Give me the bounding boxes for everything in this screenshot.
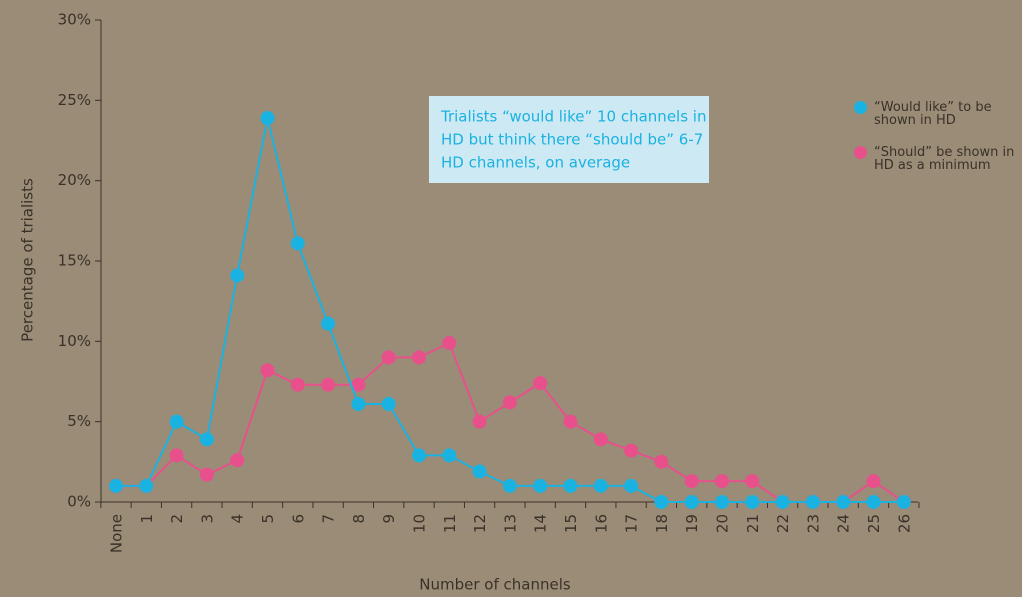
x-tick-label: 8 [350, 514, 368, 524]
x-tick-label: 9 [380, 514, 398, 524]
legend-swatch [854, 101, 867, 114]
point [593, 432, 608, 447]
x-tick-label: 21 [744, 514, 762, 533]
point [472, 464, 487, 479]
x-tick-label: 7 [320, 514, 338, 524]
x-tick-label: 18 [653, 514, 671, 533]
y-tick-label: 10% [58, 332, 91, 350]
x-tick-label: None [108, 514, 126, 553]
point [230, 268, 245, 283]
point [260, 111, 275, 126]
x-tick-label: 1 [138, 514, 156, 524]
point [563, 478, 578, 493]
point [472, 414, 487, 429]
point [533, 376, 548, 391]
point [836, 495, 851, 509]
annotation: Trialists “would like” 10 channels in [440, 108, 706, 126]
point [290, 236, 305, 251]
point [563, 414, 578, 429]
point [624, 443, 639, 458]
y-tick-label: 30% [58, 11, 91, 29]
point [593, 478, 608, 493]
point [199, 467, 214, 482]
x-tick-label: 13 [501, 514, 519, 533]
point [866, 495, 881, 509]
x-tick-label: 14 [532, 514, 550, 533]
point [442, 335, 457, 350]
legend-swatch [854, 146, 867, 159]
point [684, 495, 699, 509]
x-tick-label: 2 [168, 514, 186, 524]
point [381, 396, 396, 411]
x-tick-label: 4 [229, 514, 247, 524]
point [502, 395, 517, 410]
series-line [116, 341, 905, 503]
point [442, 448, 457, 463]
point [260, 363, 275, 378]
point [684, 474, 699, 489]
y-tick-label: 5% [67, 412, 91, 430]
x-tick-label: 23 [804, 514, 822, 533]
point [290, 377, 305, 392]
point [533, 478, 548, 493]
x-tick-label: 20 [714, 514, 732, 533]
legend-label: “Should” be shown in HD as a minimum [874, 145, 1015, 173]
point [745, 495, 760, 509]
x-tick-label: 26 [895, 514, 913, 533]
x-tick-label: 25 [865, 514, 883, 533]
point [199, 432, 214, 447]
x-tick-label: 24 [835, 514, 853, 533]
point [805, 495, 820, 509]
y-tick-label: 15% [58, 252, 91, 270]
point [109, 478, 123, 493]
annotation: HD channels, on average [441, 154, 630, 172]
x-tick-label: 15 [562, 514, 580, 533]
legend-label: “Would like” to be shown in HD [874, 100, 992, 128]
annotation: HD but think there “should be” 6-7 [441, 131, 703, 149]
x-tick-label: 12 [471, 514, 489, 533]
x-tick-label: 17 [623, 514, 641, 533]
y-tick-label: 25% [58, 91, 91, 109]
y-tick-label: 0% [67, 493, 91, 511]
point [715, 495, 729, 509]
legend-entry: “Would like” to be shown in HD [854, 100, 1022, 128]
point [321, 377, 336, 392]
x-axis-label: Number of channels [419, 576, 571, 594]
x-tick-label: 3 [198, 514, 216, 524]
x-tick-label: 6 [289, 514, 307, 524]
point [624, 478, 639, 493]
point [866, 474, 881, 489]
x-tick-label: 22 [774, 514, 792, 533]
y-tick-label: 20% [58, 171, 91, 189]
point [351, 396, 366, 411]
legend-entry: “Should” be shown in HD as a minimum [854, 145, 1022, 173]
point [351, 377, 366, 392]
point [139, 478, 154, 493]
point [230, 453, 245, 468]
point [169, 448, 184, 463]
point [321, 316, 336, 331]
point [745, 474, 760, 489]
x-tick-label: 5 [259, 514, 277, 524]
point [654, 454, 669, 469]
point [381, 350, 396, 365]
x-tick-label: 10 [411, 514, 429, 533]
point [715, 474, 729, 489]
point [169, 414, 184, 429]
y-axis-label: Percentage of trialists [19, 178, 37, 342]
point [412, 350, 426, 365]
point [896, 495, 911, 509]
x-tick-label: 19 [683, 514, 701, 533]
point [654, 495, 669, 509]
point [502, 478, 517, 493]
x-tick-label: 16 [592, 514, 610, 533]
point [412, 448, 426, 463]
annotation-box [429, 96, 709, 183]
x-tick-label: 11 [441, 514, 459, 533]
point [775, 495, 790, 509]
